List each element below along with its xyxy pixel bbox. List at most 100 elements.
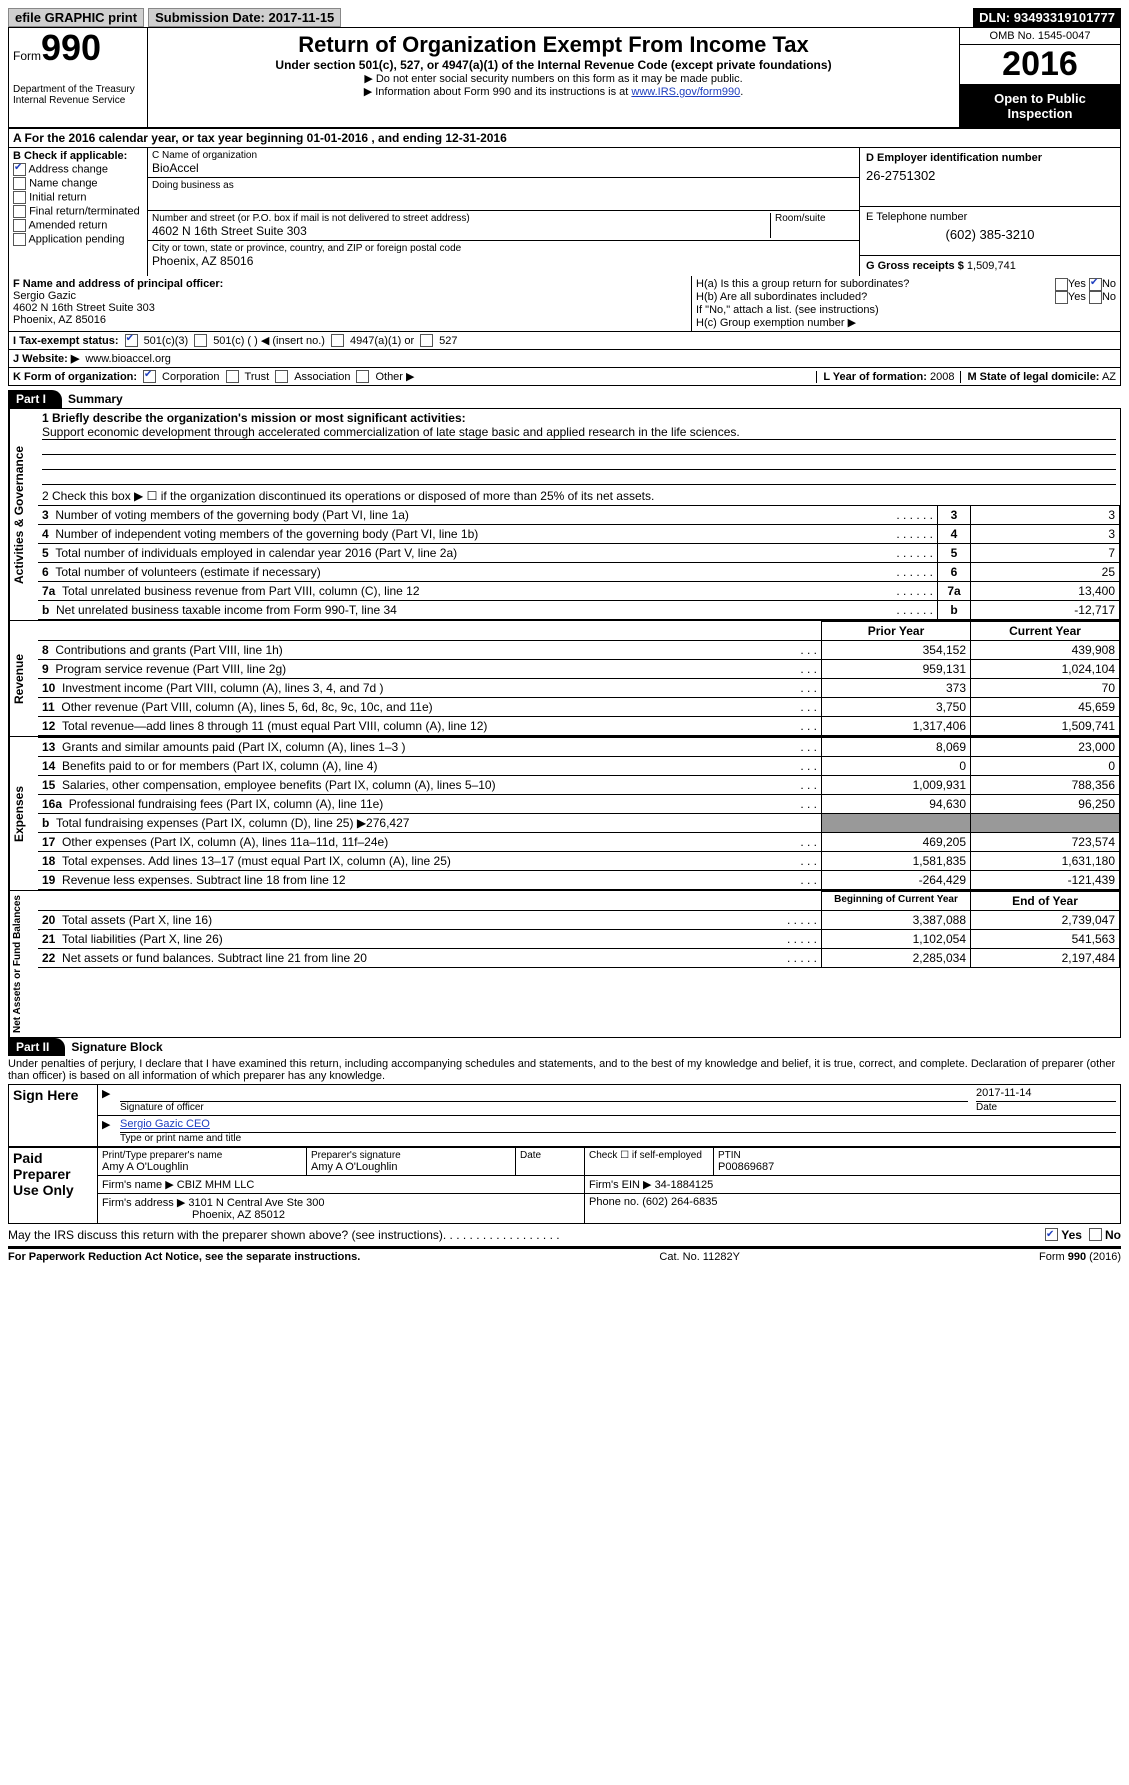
header-block-bcd: B Check if applicable: Address change Na… — [8, 148, 1121, 276]
rev-header: Prior Year Current Year — [38, 622, 1120, 641]
revenue-table: Prior Year Current Year 8 Contributions … — [38, 621, 1120, 736]
part2-header: Part II Signature Block — [8, 1038, 1121, 1056]
gov-line-b: b Net unrelated business taxable income … — [38, 601, 1120, 620]
rev-line-8: 8 Contributions and grants (Part VIII, l… — [38, 641, 1120, 660]
dba-field: Doing business as — [148, 178, 859, 211]
cb-501c[interactable] — [194, 334, 207, 347]
dept-irs: Internal Revenue Service — [13, 95, 143, 106]
rev-line-12: 12 Total revenue—add lines 8 through 11 … — [38, 717, 1120, 736]
col-d-right: D Employer identification number 26-2751… — [859, 148, 1120, 276]
cb-initial-return[interactable]: Initial return — [13, 191, 143, 204]
hb-yes[interactable] — [1055, 291, 1068, 304]
part1-netassets: Net Assets or Fund Balances Beginning of… — [8, 891, 1121, 1038]
cb-4947[interactable] — [331, 334, 344, 347]
hb-no[interactable] — [1089, 291, 1102, 304]
dln: DLN: 93493319101777 — [973, 8, 1121, 27]
net-line-22: 22 Net assets or fund balances. Subtract… — [38, 949, 1120, 968]
gov-line-3: 3 Number of voting members of the govern… — [38, 506, 1120, 525]
gov-line-4: 4 Number of independent voting members o… — [38, 525, 1120, 544]
cb-name-change[interactable]: Name change — [13, 177, 143, 190]
cb-amended-return[interactable]: Amended return — [13, 219, 143, 232]
exp-line-15: 15 Salaries, other compensation, employe… — [38, 776, 1120, 795]
ptin-value: P00869687 — [718, 1161, 1116, 1173]
exp-line-b: b Total fundraising expenses (Part IX, c… — [38, 814, 1120, 833]
col-c-org-info: C Name of organization BioAccel Doing bu… — [148, 148, 859, 276]
rev-line-11: 11 Other revenue (Part VIII, column (A),… — [38, 698, 1120, 717]
discuss-no[interactable] — [1089, 1228, 1102, 1241]
discuss-row: May the IRS discuss this return with the… — [8, 1224, 1121, 1247]
cb-association[interactable] — [275, 370, 288, 383]
governance-table: 3 Number of voting members of the govern… — [38, 505, 1120, 620]
mission-text: Support economic development through acc… — [42, 425, 1116, 440]
omb-number: OMB No. 1545-0047 — [960, 28, 1120, 45]
phone-box: E Telephone number (602) 385-3210 — [860, 207, 1120, 256]
exp-line-13: 13 Grants and similar amounts paid (Part… — [38, 738, 1120, 757]
line2-checkbox-note: 2 Check this box ▶ ☐ if the organization… — [38, 487, 1120, 505]
part1-revenue: Revenue Prior Year Current Year 8 Contri… — [8, 621, 1121, 737]
part1-header: Part I Summary — [8, 390, 1121, 408]
footer: For Paperwork Reduction Act Notice, see … — [8, 1247, 1121, 1263]
part1-expenses: Expenses 13 Grants and similar amounts p… — [8, 737, 1121, 891]
row-i-tax-exempt: I Tax-exempt status: 501(c)(3) 501(c) ( … — [8, 332, 1121, 350]
self-employed-check[interactable]: Check ☐ if self-employed — [585, 1148, 714, 1176]
sign-here-table: Sign Here ▶ 2017-11-14 Signature of offi… — [8, 1084, 1121, 1147]
irs-link[interactable]: www.IRS.gov/form990 — [631, 86, 740, 98]
firm-address: 3101 N Central Ave Ste 300 — [188, 1197, 324, 1209]
group-return: H(a) Is this a group return for subordin… — [691, 276, 1120, 331]
open-to-public: Open to Public Inspection — [960, 85, 1120, 127]
org-name-field: C Name of organization BioAccel — [148, 148, 859, 178]
top-bar: efile GRAPHIC print Submission Date: 201… — [8, 8, 1121, 27]
part1-governance: Activities & Governance 1 Briefly descri… — [8, 408, 1121, 621]
net-header: Beginning of Current Year End of Year — [38, 892, 1120, 911]
gov-line-6: 6 Total number of volunteers (estimate i… — [38, 563, 1120, 582]
dept-treasury: Department of the Treasury — [13, 84, 143, 95]
discuss-yes[interactable] — [1045, 1228, 1058, 1241]
cb-527[interactable] — [420, 334, 433, 347]
line1-label: 1 Briefly describe the organization's mi… — [42, 411, 466, 425]
net-line-21: 21 Total liabilities (Part X, line 26) .… — [38, 930, 1120, 949]
perjury-statement: Under penalties of perjury, I declare th… — [8, 1056, 1121, 1084]
form-title: Return of Organization Exempt From Incom… — [152, 32, 955, 58]
ssn-note: ▶ Do not enter social security numbers o… — [152, 72, 955, 85]
cb-trust[interactable] — [226, 370, 239, 383]
city-field: City or town, state or province, country… — [148, 241, 859, 270]
exp-line-19: 19 Revenue less expenses. Subtract line … — [38, 871, 1120, 890]
info-note: ▶ Information about Form 990 and its ins… — [152, 85, 955, 98]
rev-line-10: 10 Investment income (Part VIII, column … — [38, 679, 1120, 698]
exp-line-17: 17 Other expenses (Part IX, column (A), … — [38, 833, 1120, 852]
form-header: Form 990 Department of the Treasury Inte… — [8, 27, 1121, 129]
submission-date: Submission Date: 2017-11-15 — [148, 8, 341, 27]
firm-phone: (602) 264-6835 — [642, 1196, 717, 1208]
gross-receipts-box: G Gross receipts $ 1,509,741 — [860, 256, 1120, 276]
row-fh: F Name and address of principal officer:… — [8, 276, 1121, 332]
cb-application-pending[interactable]: Application pending — [13, 233, 143, 246]
firm-ein: 34-1884125 — [655, 1179, 714, 1191]
street-field: Number and street (or P.O. box if mail i… — [148, 211, 859, 241]
form-label: Form — [13, 49, 41, 63]
cb-other[interactable] — [356, 370, 369, 383]
row-a-tax-year: A For the 2016 calendar year, or tax yea… — [8, 129, 1121, 148]
signature-date: 2017-11-14 — [976, 1087, 1116, 1102]
firm-name: CBIZ MHM LLC — [177, 1179, 255, 1191]
row-k-form-org: K Form of organization: Corporation Trus… — [8, 368, 1121, 386]
paid-preparer-table: Paid Preparer Use Only Print/Type prepar… — [8, 1147, 1121, 1224]
row-j-website: J Website: ▶ www.bioaccel.org — [8, 350, 1121, 368]
officer-name-link[interactable]: Sergio Gazic CEO — [120, 1118, 210, 1130]
cb-final-return[interactable]: Final return/terminated — [13, 205, 143, 218]
exp-line-16a: 16a Professional fundraising fees (Part … — [38, 795, 1120, 814]
expenses-table: 13 Grants and similar amounts paid (Part… — [38, 737, 1120, 890]
ha-no[interactable] — [1089, 278, 1102, 291]
ha-yes[interactable] — [1055, 278, 1068, 291]
efile-print-button[interactable]: efile GRAPHIC print — [8, 8, 144, 27]
form-number: 990 — [41, 30, 101, 66]
officer-signature[interactable] — [120, 1087, 968, 1102]
exp-line-14: 14 Benefits paid to or for members (Part… — [38, 757, 1120, 776]
cb-address-change[interactable]: Address change — [13, 163, 143, 176]
cb-501c3[interactable] — [125, 334, 138, 347]
gov-line-7a: 7a Total unrelated business revenue from… — [38, 582, 1120, 601]
ein-box: D Employer identification number 26-2751… — [860, 148, 1120, 207]
col-b-checkboxes: B Check if applicable: Address change Na… — [9, 148, 148, 276]
cb-corporation[interactable] — [143, 370, 156, 383]
year-formation: L Year of formation: 2008 — [816, 371, 954, 383]
preparer-signature: Amy A O'Loughlin — [311, 1161, 511, 1173]
